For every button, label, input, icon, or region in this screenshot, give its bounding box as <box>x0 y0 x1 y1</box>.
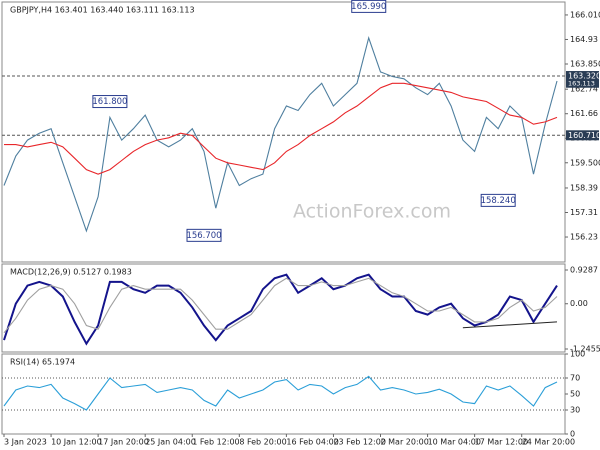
trendline <box>462 321 558 329</box>
level-label: 160.710 <box>568 131 600 140</box>
y-tick-label: 157.31 <box>570 208 598 217</box>
x-tick-label: 24 Mar 20:00 <box>522 438 575 447</box>
watermark: ActionForex.com <box>293 201 451 223</box>
y-tick-label: 70 <box>570 374 580 383</box>
x-tick-label: 25 Jan 04:00 <box>145 438 196 447</box>
y-tick-label: 158.39 <box>570 183 598 192</box>
series-line <box>4 82 558 175</box>
annotation-box <box>480 193 516 207</box>
y-tick-label: 166.010 <box>570 10 600 19</box>
x-tick-label: 10 Jan 12:00 <box>51 438 102 447</box>
y-tick-label: 50 <box>570 390 580 399</box>
annotation-box <box>92 95 128 109</box>
y-tick-label: 30 <box>570 406 580 415</box>
series-line <box>3 277 558 334</box>
annotation-label: 165.990 <box>351 2 386 12</box>
y-tick-label: -1.2455 <box>570 345 600 354</box>
y-tick-label: 156.23 <box>570 233 598 242</box>
x-tick-label: 8 Feb 20:00 <box>239 438 286 447</box>
x-tick-label: 16 Feb 04:00 <box>286 438 338 447</box>
panel-frame <box>1 263 566 353</box>
annotation-box <box>186 228 222 242</box>
level-box <box>566 71 599 82</box>
panel-title: MACD(12,26,9) 0.5127 0.1983 <box>10 268 132 277</box>
x-tick-label: 17 Mar 12:00 <box>475 438 528 447</box>
series-line <box>3 35 558 233</box>
y-tick-label: 163.850 <box>570 59 600 68</box>
current-box <box>566 80 599 88</box>
y-tick-label: 100 <box>570 350 585 359</box>
y-tick-label: 161.66 <box>570 109 598 118</box>
x-tick-label: 17 Jan 20:00 <box>98 438 149 447</box>
x-tick-label: 3 Jan 2023 <box>4 438 47 447</box>
series-line <box>3 273 558 346</box>
current-label: 163.113 <box>568 80 595 88</box>
level-box <box>566 130 599 141</box>
panel-title: GBPJPY,H4 163.401 163.440 163.111 163.11… <box>10 6 195 15</box>
x-tick-label: 2 Mar 20:00 <box>381 438 429 447</box>
annotation-label: 156.700 <box>186 231 221 241</box>
y-tick-label: 159.500 <box>570 158 600 167</box>
annotation-label: 158.240 <box>481 196 516 206</box>
x-tick-label: 23 Feb 12:00 <box>333 438 385 447</box>
y-tick-label: 0 <box>570 430 575 439</box>
y-tick-label: 162.74 <box>570 85 598 94</box>
level-label: 163.320 <box>568 72 600 81</box>
panel-title: RSI(14) 65.1974 <box>10 358 75 367</box>
annotation-box <box>351 0 387 13</box>
x-tick-label: 10 Mar 04:00 <box>428 438 481 447</box>
series-line <box>3 375 558 411</box>
panel-frame <box>1 1 566 263</box>
y-tick-label: 164.93 <box>570 35 598 44</box>
x-tick-label: 1 Feb 12:00 <box>192 438 239 447</box>
y-tick-label: 0.9287 <box>570 266 598 275</box>
y-tick-label: 0.00 <box>570 299 588 308</box>
annotation-label: 161.800 <box>92 97 127 107</box>
